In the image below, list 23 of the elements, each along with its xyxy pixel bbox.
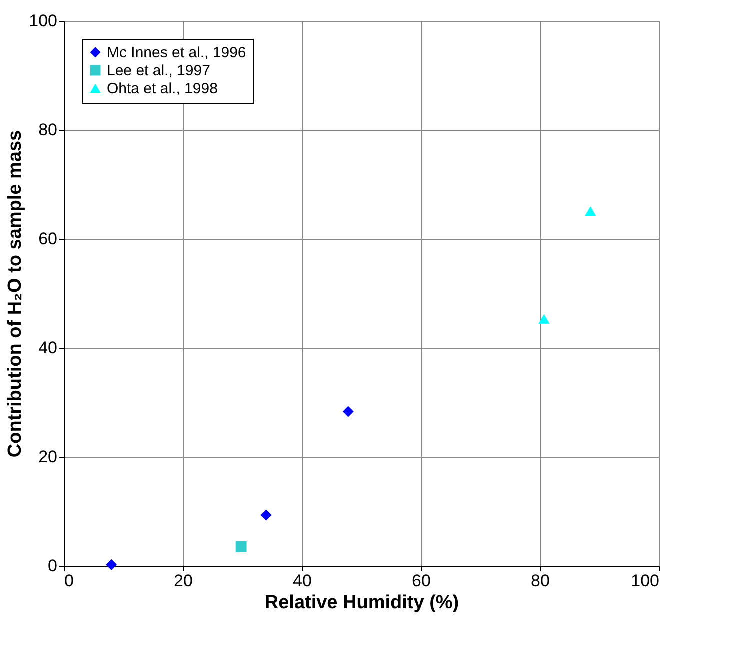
y-tick-label: 0 — [48, 556, 58, 576]
x-tick-label: 80 — [531, 572, 550, 590]
y-tick-label: 60 — [38, 230, 58, 248]
y-tick-label: 20 — [38, 448, 58, 466]
point — [106, 559, 118, 570]
y-tick-label: 40 — [38, 338, 58, 358]
point — [260, 510, 272, 521]
x-tick-label: 40 — [293, 572, 312, 590]
point — [236, 541, 247, 552]
legend-label: Ohta et al., 1998 — [107, 80, 218, 98]
x-axis-title: Relative Humidity (%) — [264, 592, 460, 614]
point — [342, 406, 354, 418]
x-tick-label: 100 — [631, 572, 660, 590]
legend-label: Mc Innes et al., 1996 — [107, 44, 246, 62]
x-tick-label: 0 — [64, 572, 74, 590]
point — [538, 314, 550, 324]
y-tick-label: 100 — [29, 12, 58, 30]
x-tick-label: 20 — [174, 572, 193, 590]
legend-label: Lee et al., 1997 — [107, 62, 210, 80]
y-tick-label: 80 — [38, 120, 58, 140]
x-tick-label: 60 — [412, 572, 431, 590]
y-axis-title: Contribution of H₂O to sample mass — [5, 130, 26, 458]
point — [585, 206, 596, 216]
